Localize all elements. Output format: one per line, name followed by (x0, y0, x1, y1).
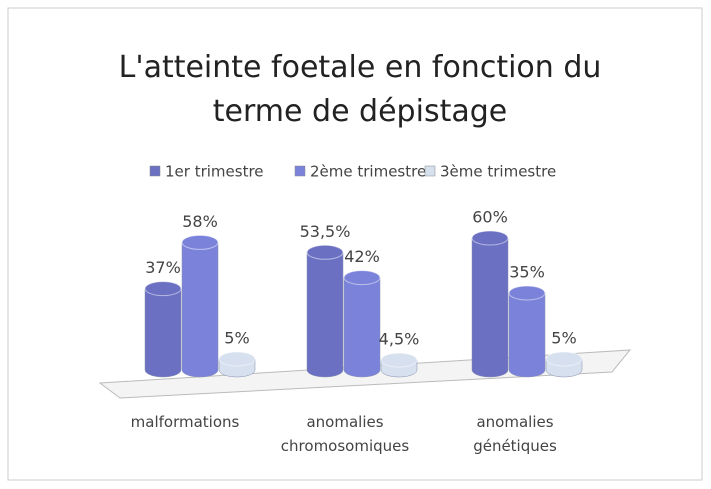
value-label: 42% (344, 247, 380, 266)
cylinder-body (181, 242, 219, 378)
x-tick-label: anomalies chromosomiques (280, 413, 410, 455)
value-label: 5% (551, 329, 576, 348)
cylinder (471, 230, 509, 378)
cylinder-top (218, 351, 256, 367)
cylinder-body (508, 292, 546, 378)
value-label: 60% (472, 208, 508, 227)
legend-label: 1er trimestre (165, 163, 264, 181)
cylinder (306, 244, 344, 378)
cylinder-top (545, 351, 583, 367)
legend-swatch (149, 165, 161, 177)
cylinder (181, 234, 219, 378)
value-label: 5% (224, 329, 249, 348)
legend-swatch (294, 165, 306, 177)
cylinder-top (343, 270, 381, 286)
value-label: 37% (145, 258, 181, 277)
cylinder-body (471, 237, 509, 378)
value-label: 4,5% (379, 330, 420, 349)
cylinder-top (306, 244, 344, 260)
legend-label: 2ème trimestre (310, 163, 426, 181)
value-label: 58% (182, 212, 218, 231)
x-tick-label: anomalies génétiques (473, 413, 557, 455)
cylinder-top (471, 230, 509, 246)
cylinder (508, 285, 546, 378)
value-label: 35% (509, 263, 545, 282)
legend-swatch (424, 165, 436, 177)
legend-label: 3ème trimestre (440, 163, 556, 181)
cylinder (144, 281, 182, 378)
cylinder (343, 270, 381, 378)
cylinder (218, 351, 256, 378)
x-tick-label: malformations (130, 413, 240, 431)
value-label: 53,5% (300, 222, 351, 241)
cylinder-body (306, 252, 344, 378)
chart-title: L'atteinte foetale en fonction du terme d… (119, 50, 602, 129)
cylinder-top (181, 234, 219, 250)
cylinder (545, 351, 583, 378)
cylinder (380, 352, 418, 378)
cylinder-top (508, 285, 546, 301)
cylinder-top (144, 281, 182, 297)
cylinder-body (343, 277, 381, 378)
cylinder-top (380, 352, 418, 368)
cylinder-body (144, 288, 182, 378)
frame (7, 7, 703, 481)
